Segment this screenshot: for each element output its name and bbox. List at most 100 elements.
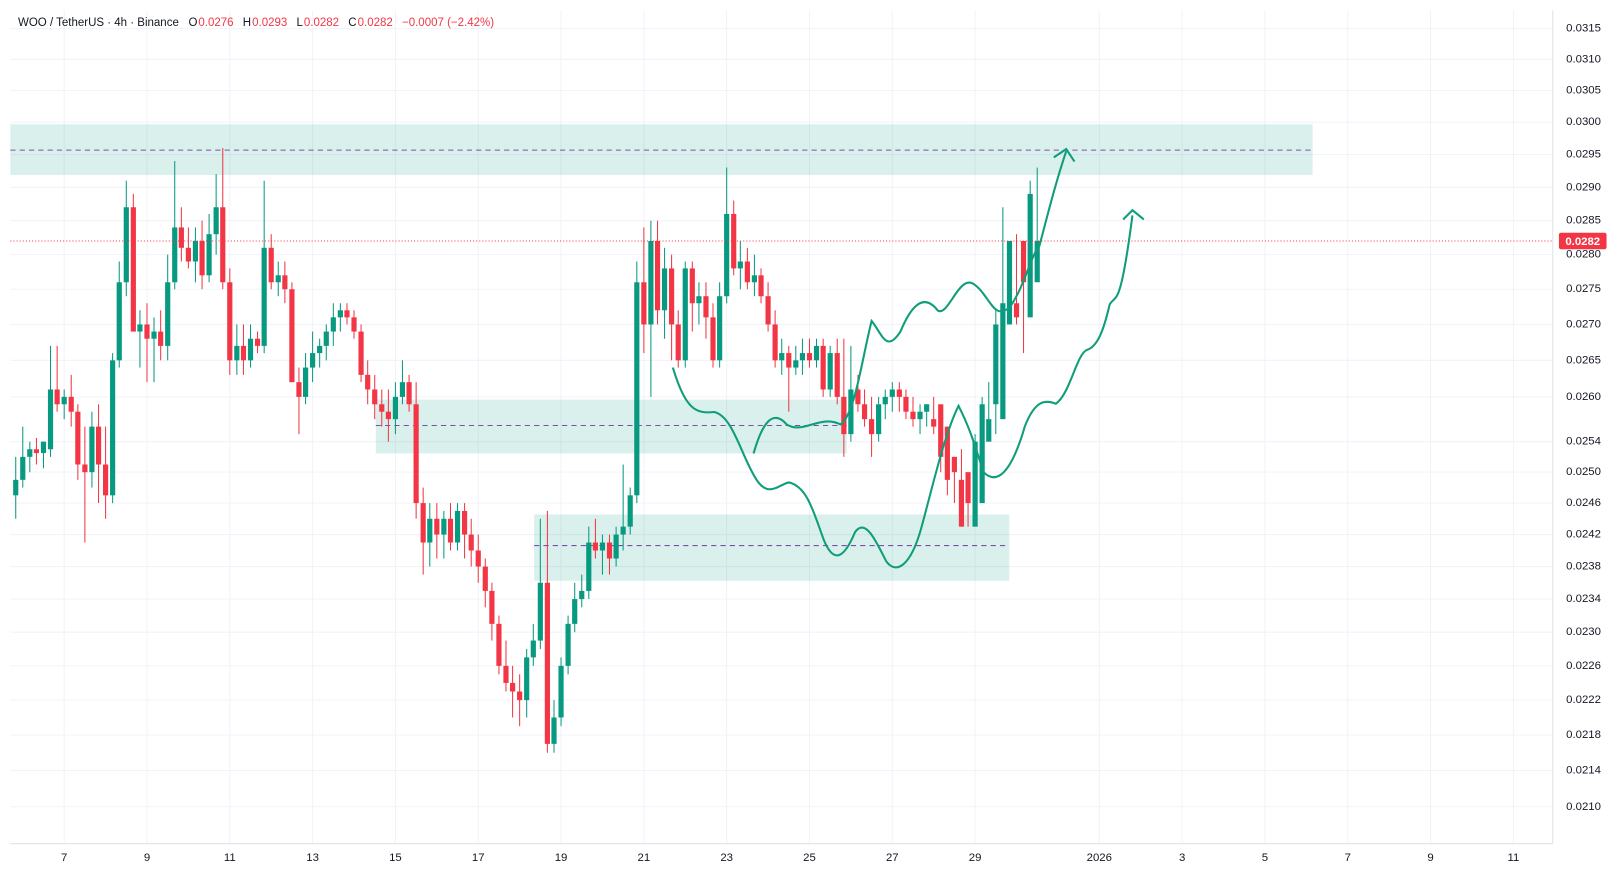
x-tick-label: 15: [389, 852, 402, 864]
arrow-head: [1122, 208, 1145, 221]
candle-body: [799, 353, 806, 361]
candle-body: [641, 282, 647, 325]
candle-body: [758, 275, 764, 297]
candle-body: [572, 599, 578, 624]
candle-body: [254, 338, 261, 346]
candle-body: [20, 456, 26, 480]
candle-body: [427, 518, 433, 543]
candle-body: [834, 353, 840, 397]
candle-body: [648, 240, 654, 325]
candle-body: [496, 623, 502, 666]
last-price-tag: [1558, 232, 1607, 250]
zone: [10, 124, 1313, 175]
candle-body: [434, 518, 440, 535]
symbol: WOO / TetherUS · 4h · Binance: [18, 17, 179, 29]
candle-body: [385, 411, 391, 420]
candle-body: [551, 717, 557, 744]
x-tick-label: 23: [720, 852, 733, 864]
zone: [534, 514, 1010, 581]
candle-body: [261, 247, 267, 346]
candle-body: [1027, 193, 1033, 318]
candle-body: [116, 282, 122, 361]
x-tick-label: 11: [1507, 852, 1519, 864]
candle-body: [206, 234, 212, 276]
candle-body: [972, 441, 978, 527]
candle-body: [47, 389, 54, 450]
y-tick-label: 0.0230: [1566, 626, 1601, 638]
y-tick-label: 0.0210: [1566, 801, 1601, 813]
candle-body: [958, 479, 965, 527]
y-tick-label: 0.0238: [1566, 561, 1601, 573]
candle-body: [420, 503, 426, 543]
candle-body: [33, 449, 40, 454]
candle-body: [68, 396, 74, 412]
projection-paths: [671, 147, 1145, 569]
candle-body: [765, 296, 771, 325]
zone: [375, 399, 847, 454]
y-tick-label: 0.0315: [1566, 23, 1601, 35]
y-tick-label: 0.0275: [1566, 283, 1601, 295]
y-tick-label: 0.0226: [1566, 660, 1601, 672]
candle-body: [537, 582, 543, 641]
candle-body: [696, 296, 702, 304]
y-tick-label: 0.0260: [1566, 391, 1601, 403]
candle-body: [530, 640, 536, 658]
candle-body: [227, 282, 233, 361]
candle-body: [268, 247, 274, 283]
candle-body: [13, 479, 19, 496]
candle-body: [482, 566, 488, 591]
candle-body: [310, 353, 316, 368]
candle-body: [296, 382, 302, 397]
candle-body: [61, 396, 67, 405]
candle-body: [1034, 240, 1040, 283]
x-tick-label: 2026: [1087, 852, 1112, 864]
candle-body: [717, 296, 723, 361]
candle-body: [579, 590, 585, 600]
candle-body: [737, 261, 743, 269]
y-tick-label: 0.0222: [1566, 694, 1601, 706]
candle-body: [54, 389, 60, 405]
candle-body: [993, 324, 999, 405]
candle-body: [351, 317, 357, 332]
candle-body: [786, 353, 792, 368]
candle-body: [330, 317, 336, 332]
candle-body: [399, 382, 406, 397]
candle-body: [475, 550, 481, 567]
candle-body: [372, 389, 378, 405]
candle-body: [924, 404, 930, 412]
candle-body: [1006, 240, 1013, 325]
y-tick-label: 0.0310: [1566, 53, 1601, 65]
candles: [10, 147, 1553, 753]
y-tick-label: 0.0305: [1566, 85, 1601, 97]
candle-body: [75, 411, 81, 465]
candle-body: [441, 518, 447, 535]
candle-body: [627, 495, 633, 527]
candle-body: [861, 404, 868, 420]
x-tick-label: 29: [969, 852, 982, 864]
candle-body: [855, 389, 861, 405]
candle-body: [510, 682, 516, 692]
candle-body: [793, 360, 799, 368]
open-value: 0.0276: [198, 17, 234, 29]
candle-body: [1000, 303, 1006, 420]
candle-body: [302, 367, 309, 397]
candle-body: [144, 324, 150, 339]
y-tick-label: 0.0300: [1566, 116, 1601, 128]
candle-body: [724, 213, 730, 297]
change: −0.0007 (−2.42%): [402, 17, 495, 29]
projection-path: [752, 150, 1068, 454]
candle-body: [731, 213, 737, 269]
candle-body: [192, 240, 199, 262]
candle-body: [89, 426, 95, 473]
candle-body: [392, 396, 399, 420]
candle-body: [275, 275, 281, 283]
y-tick-label: 0.0270: [1566, 318, 1601, 330]
candle-body: [365, 374, 371, 390]
ohlc-label: H: [242, 17, 252, 29]
x-tick-label: 7: [1345, 852, 1351, 864]
candle-body: [710, 317, 716, 361]
candle-body: [813, 345, 820, 361]
candle-body: [669, 268, 675, 325]
candle-body: [820, 345, 826, 390]
candle-body: [876, 404, 882, 435]
